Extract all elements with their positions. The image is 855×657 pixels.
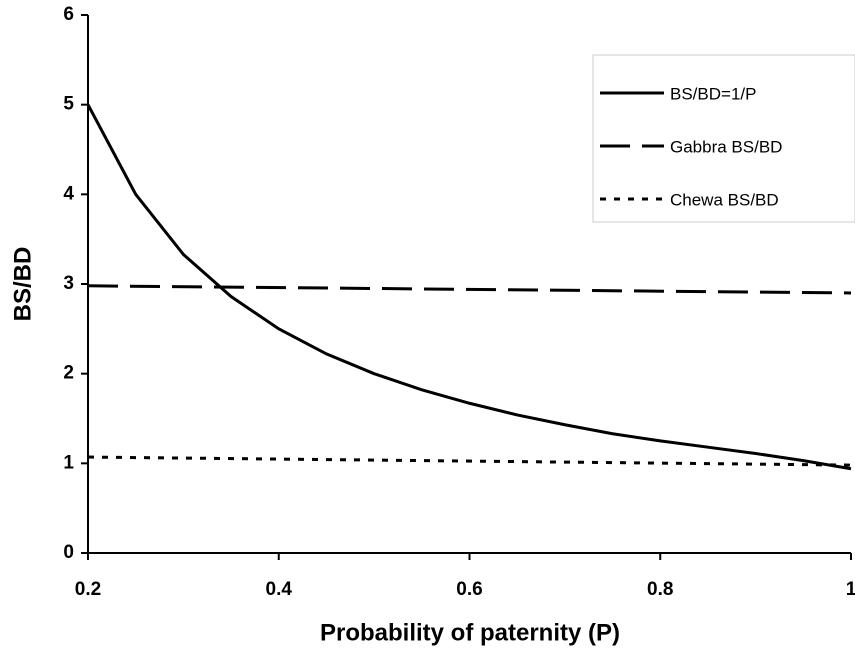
y-tick-label: 2	[63, 363, 74, 384]
y-tick-label: 6	[63, 4, 74, 25]
x-tick-label: 0.4	[266, 579, 293, 600]
series-line	[87, 455, 852, 467]
x-axis-title: Probability of paternity (P)	[320, 619, 620, 646]
x-tick-label: 0.6	[456, 579, 482, 600]
x-tick-label: 0.8	[647, 579, 673, 600]
y-tick-label: 0	[63, 542, 74, 563]
legend-label: Chewa BS/BD	[670, 190, 779, 209]
legend-label: BS/BD=1/P	[670, 84, 756, 103]
legend-label: Gabbra BS/BD	[670, 137, 782, 156]
legend-box	[592, 54, 855, 223]
series-line	[87, 284, 852, 295]
x-tick-label: 1	[846, 579, 855, 600]
y-tick-label: 1	[63, 452, 74, 473]
y-tick-label: 4	[63, 183, 74, 204]
y-axis-title: BS/BD	[9, 247, 36, 322]
y-tick-label: 5	[63, 94, 74, 115]
series-line	[86, 103, 852, 471]
x-tick-label: 0.2	[75, 579, 101, 600]
y-tick-label: 3	[63, 273, 74, 294]
